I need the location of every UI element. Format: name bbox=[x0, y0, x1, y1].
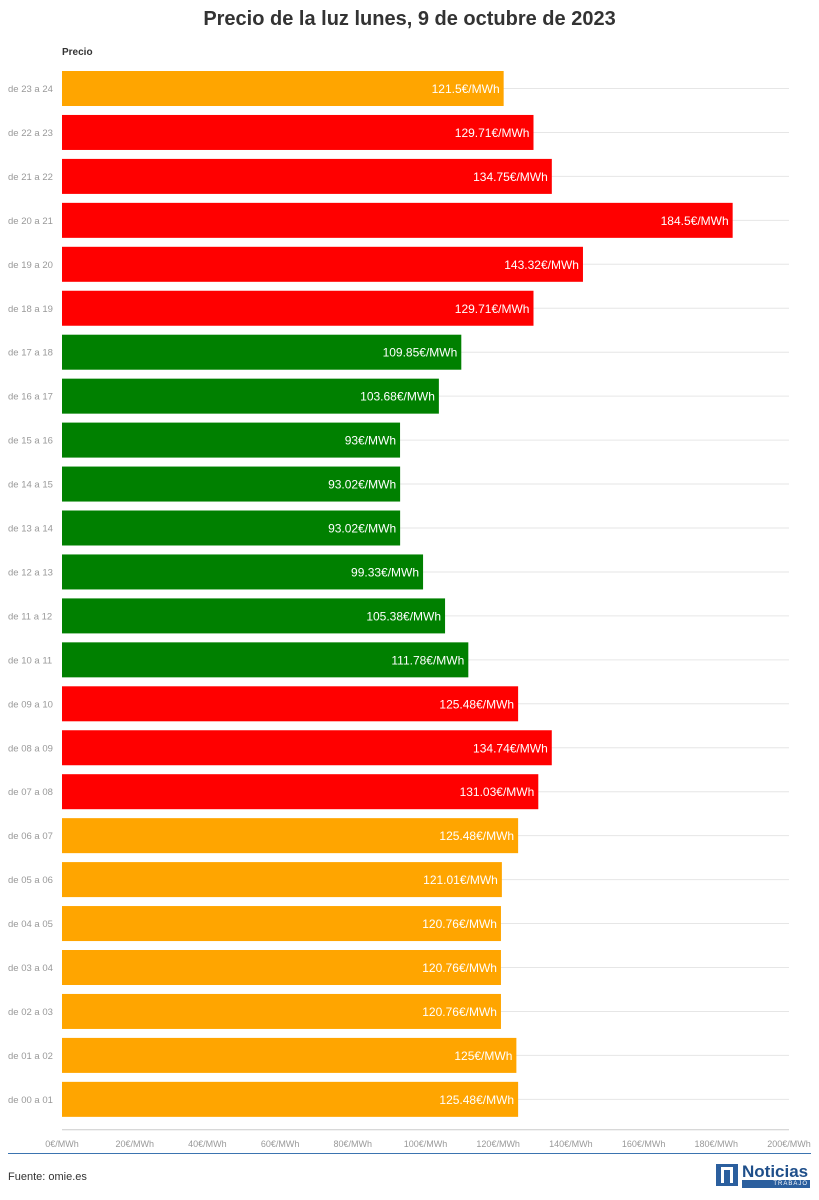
bar bbox=[62, 378, 439, 414]
x-tick-label: 140€/MWh bbox=[549, 1139, 593, 1149]
noticias-trabajo-logo[interactable]: Noticias TRABAJO bbox=[716, 1162, 812, 1189]
bar bbox=[62, 862, 502, 898]
bar bbox=[62, 598, 446, 634]
data-label: 105.38€/MWh bbox=[366, 609, 441, 623]
bar bbox=[62, 334, 462, 370]
data-label: 143.32€/MWh bbox=[504, 258, 579, 272]
bar bbox=[62, 1081, 519, 1117]
category-label: de 22 a 23 bbox=[8, 128, 53, 139]
footer-divider bbox=[8, 1153, 811, 1154]
data-label: 129.71€/MWh bbox=[455, 126, 530, 140]
bar bbox=[62, 686, 519, 722]
data-label: 111.78€/MWh bbox=[391, 653, 464, 667]
data-label: 131.03€/MWh bbox=[460, 785, 535, 799]
category-label: de 12 a 13 bbox=[8, 567, 53, 578]
bar bbox=[62, 290, 534, 326]
category-label: de 11 a 12 bbox=[8, 611, 52, 622]
category-label: de 09 a 10 bbox=[8, 699, 53, 710]
data-label: 125.48€/MWh bbox=[439, 1093, 514, 1107]
logo-text: Noticias bbox=[742, 1162, 809, 1181]
bar bbox=[62, 554, 424, 590]
bar bbox=[62, 818, 519, 854]
data-label: 121.5€/MWh bbox=[432, 82, 500, 96]
category-label: de 17 a 18 bbox=[8, 348, 53, 359]
bar bbox=[62, 1037, 517, 1073]
category-label: de 00 a 01 bbox=[8, 1095, 53, 1106]
data-label: 125.48€/MWh bbox=[439, 697, 514, 711]
category-label: de 05 a 06 bbox=[8, 875, 53, 886]
x-tick-label: 80€/MWh bbox=[334, 1139, 373, 1149]
category-label: de 01 a 02 bbox=[8, 1051, 53, 1062]
category-label: de 16 a 17 bbox=[8, 392, 53, 403]
category-label: de 07 a 08 bbox=[8, 787, 53, 798]
category-label: de 19 a 20 bbox=[8, 260, 53, 271]
bar bbox=[62, 158, 552, 194]
data-label: 99.33€/MWh bbox=[351, 565, 419, 579]
category-label: de 20 a 21 bbox=[8, 216, 53, 227]
bar bbox=[62, 71, 504, 106]
data-label: 134.74€/MWh bbox=[473, 741, 548, 755]
category-label: de 04 a 05 bbox=[8, 919, 53, 930]
category-label: de 03 a 04 bbox=[8, 963, 53, 974]
data-label: 121.01€/MWh bbox=[423, 873, 498, 887]
bar bbox=[62, 993, 501, 1029]
category-label: de 14 a 15 bbox=[8, 480, 53, 491]
bar bbox=[62, 906, 501, 942]
data-label: 120.76€/MWh bbox=[422, 917, 497, 931]
bar bbox=[62, 422, 401, 458]
category-label: de 10 a 11 bbox=[8, 655, 52, 666]
x-tick-label: 40€/MWh bbox=[188, 1139, 227, 1149]
bar bbox=[62, 642, 469, 678]
x-tick-label: 60€/MWh bbox=[261, 1139, 300, 1149]
x-tick-label: 100€/MWh bbox=[404, 1139, 448, 1149]
x-tick-label: 20€/MWh bbox=[115, 1139, 154, 1149]
data-label: 125.48€/MWh bbox=[439, 829, 514, 843]
y-axis-label: Precio bbox=[62, 47, 93, 58]
data-label: 129.71€/MWh bbox=[455, 302, 530, 316]
data-label: 103.68€/MWh bbox=[360, 390, 435, 404]
category-label: de 18 a 19 bbox=[8, 304, 53, 315]
data-label: 120.76€/MWh bbox=[422, 961, 497, 975]
x-tick-label: 0€/MWh bbox=[45, 1139, 79, 1149]
bar bbox=[62, 774, 539, 810]
category-label: de 08 a 09 bbox=[8, 743, 53, 754]
source-note: Fuente: omie.es bbox=[8, 1171, 87, 1183]
x-tick-label: 180€/MWh bbox=[695, 1139, 739, 1149]
category-label: de 21 a 22 bbox=[8, 172, 53, 183]
x-tick-label: 120€/MWh bbox=[476, 1139, 520, 1149]
bar bbox=[62, 950, 501, 985]
category-label: de 13 a 14 bbox=[8, 524, 53, 535]
x-tick-label: 200€/MWh bbox=[767, 1139, 811, 1149]
bar bbox=[62, 246, 583, 282]
category-label: de 06 a 07 bbox=[8, 831, 53, 842]
bar-chart: de 23 a 24 121.5€/MWh de 22 a 23 129.71€/MW… bbox=[8, 71, 811, 1149]
bar bbox=[62, 202, 733, 238]
x-tick-label: 160€/MWh bbox=[622, 1139, 666, 1149]
data-label: 120.76€/MWh bbox=[422, 1005, 497, 1019]
data-label: 93.02€/MWh bbox=[328, 478, 396, 492]
data-label: 109.85€/MWh bbox=[383, 346, 458, 360]
bar bbox=[62, 114, 534, 150]
data-label: 93.02€/MWh bbox=[328, 522, 396, 536]
logo-mark-icon bbox=[716, 1164, 738, 1186]
bar bbox=[62, 510, 401, 546]
data-label: 93€/MWh bbox=[345, 434, 396, 448]
category-label: de 02 a 03 bbox=[8, 1007, 53, 1018]
logo-subtext: TRABAJO bbox=[742, 1180, 810, 1188]
bar bbox=[62, 466, 401, 502]
data-label: 134.75€/MWh bbox=[473, 170, 548, 184]
bar bbox=[62, 730, 552, 766]
category-label: de 15 a 16 bbox=[8, 436, 53, 447]
data-label: 184.5€/MWh bbox=[661, 214, 729, 228]
chart-title: Precio de la luz lunes, 9 de octubre de … bbox=[203, 8, 616, 30]
data-label: 125€/MWh bbox=[454, 1049, 512, 1063]
category-label: de 23 a 24 bbox=[8, 84, 53, 95]
